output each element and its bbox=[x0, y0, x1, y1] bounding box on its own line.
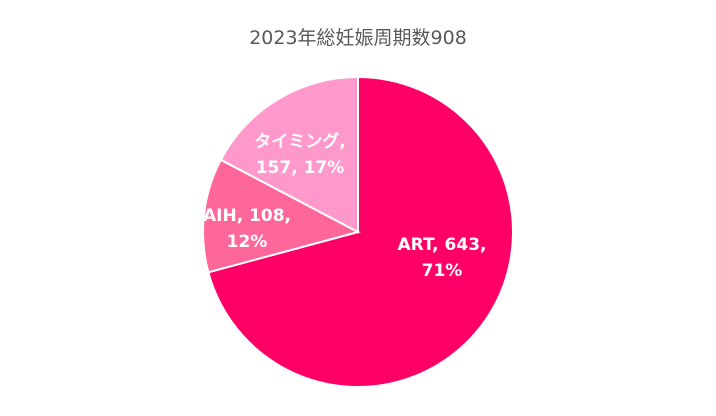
chart-title: 2023年総妊娠周期数908 bbox=[249, 27, 467, 49]
pie-labels: ART, 643, 71% AIH, 108, 12% タイミング, 157, 17% bbox=[203, 131, 487, 281]
pie-slice-3 bbox=[219, 75, 359, 234]
slice-label-line1: ART, 643, bbox=[398, 235, 487, 255]
pie-slice-1 bbox=[207, 75, 514, 388]
slice-label-3: タイミング, 157, 17% bbox=[254, 131, 345, 178]
pie-slice-2 bbox=[202, 158, 361, 274]
slice-label-line2: 71% bbox=[422, 261, 463, 281]
slice-label-line2: 12% bbox=[227, 232, 268, 252]
pie-slices bbox=[202, 75, 514, 388]
slice-label-2: AIH, 108, 12% bbox=[203, 206, 291, 252]
slice-label-line2: 157, 17% bbox=[256, 158, 345, 178]
slice-label-line1: AIH, 108, bbox=[203, 206, 291, 226]
slice-label-line1: タイミング, bbox=[254, 131, 345, 152]
slice-label-1: ART, 643, 71% bbox=[398, 235, 487, 281]
